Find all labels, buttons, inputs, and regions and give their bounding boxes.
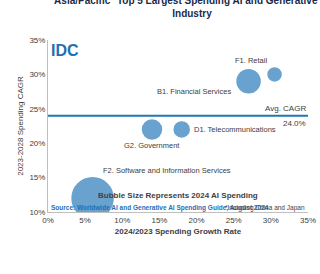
svg-text:5%: 5% — [79, 216, 91, 225]
svg-text:G2. Government: G2. Government — [124, 141, 180, 150]
svg-text:35%: 35% — [300, 216, 316, 225]
svg-text:25%: 25% — [29, 105, 45, 114]
svg-text:15%: 15% — [151, 216, 167, 225]
svg-text:IDC: IDC — [51, 42, 79, 59]
svg-text:25%: 25% — [226, 216, 242, 225]
svg-text:10%: 10% — [114, 216, 130, 225]
svg-text:Source: Worldwide AI and Gener: Source: Worldwide AI and Generative AI S… — [51, 204, 269, 212]
svg-text:Asia/Pacific* Top 5 Largest Sp: Asia/Pacific* Top 5 Largest Spending AI … — [54, 0, 320, 19]
svg-text:Avg. CAGR: Avg. CAGR — [265, 104, 306, 113]
svg-text:F1. Retail: F1. Retail — [235, 56, 267, 65]
svg-text:D1. Telecommunications: D1. Telecommunications — [194, 125, 276, 134]
svg-text:30%: 30% — [263, 216, 279, 225]
svg-text:F2. Software and Information S: F2. Software and Information Services — [103, 166, 231, 175]
svg-text:20%: 20% — [29, 139, 45, 148]
svg-text:0%: 0% — [42, 216, 54, 225]
svg-text:24.0%: 24.0% — [283, 119, 306, 128]
svg-text:30%: 30% — [29, 70, 45, 79]
svg-text:2023-2028 Spending CAGR: 2023-2028 Spending CAGR — [16, 76, 25, 176]
svg-text:*Including China and Japan: *Including China and Japan — [225, 204, 305, 212]
svg-text:10%: 10% — [29, 208, 45, 217]
svg-text:20%: 20% — [189, 216, 205, 225]
svg-text:2024/2023 Spending Growth Rate: 2024/2023 Spending Growth Rate — [115, 227, 242, 236]
svg-text:B1. Financial Services: B1. Financial Services — [157, 87, 231, 96]
svg-text:15%: 15% — [29, 173, 45, 182]
svg-text:Bubble Size Represents 2024 AI: Bubble Size Represents 2024 AI Spending — [98, 191, 258, 200]
svg-text:35%: 35% — [29, 36, 45, 45]
